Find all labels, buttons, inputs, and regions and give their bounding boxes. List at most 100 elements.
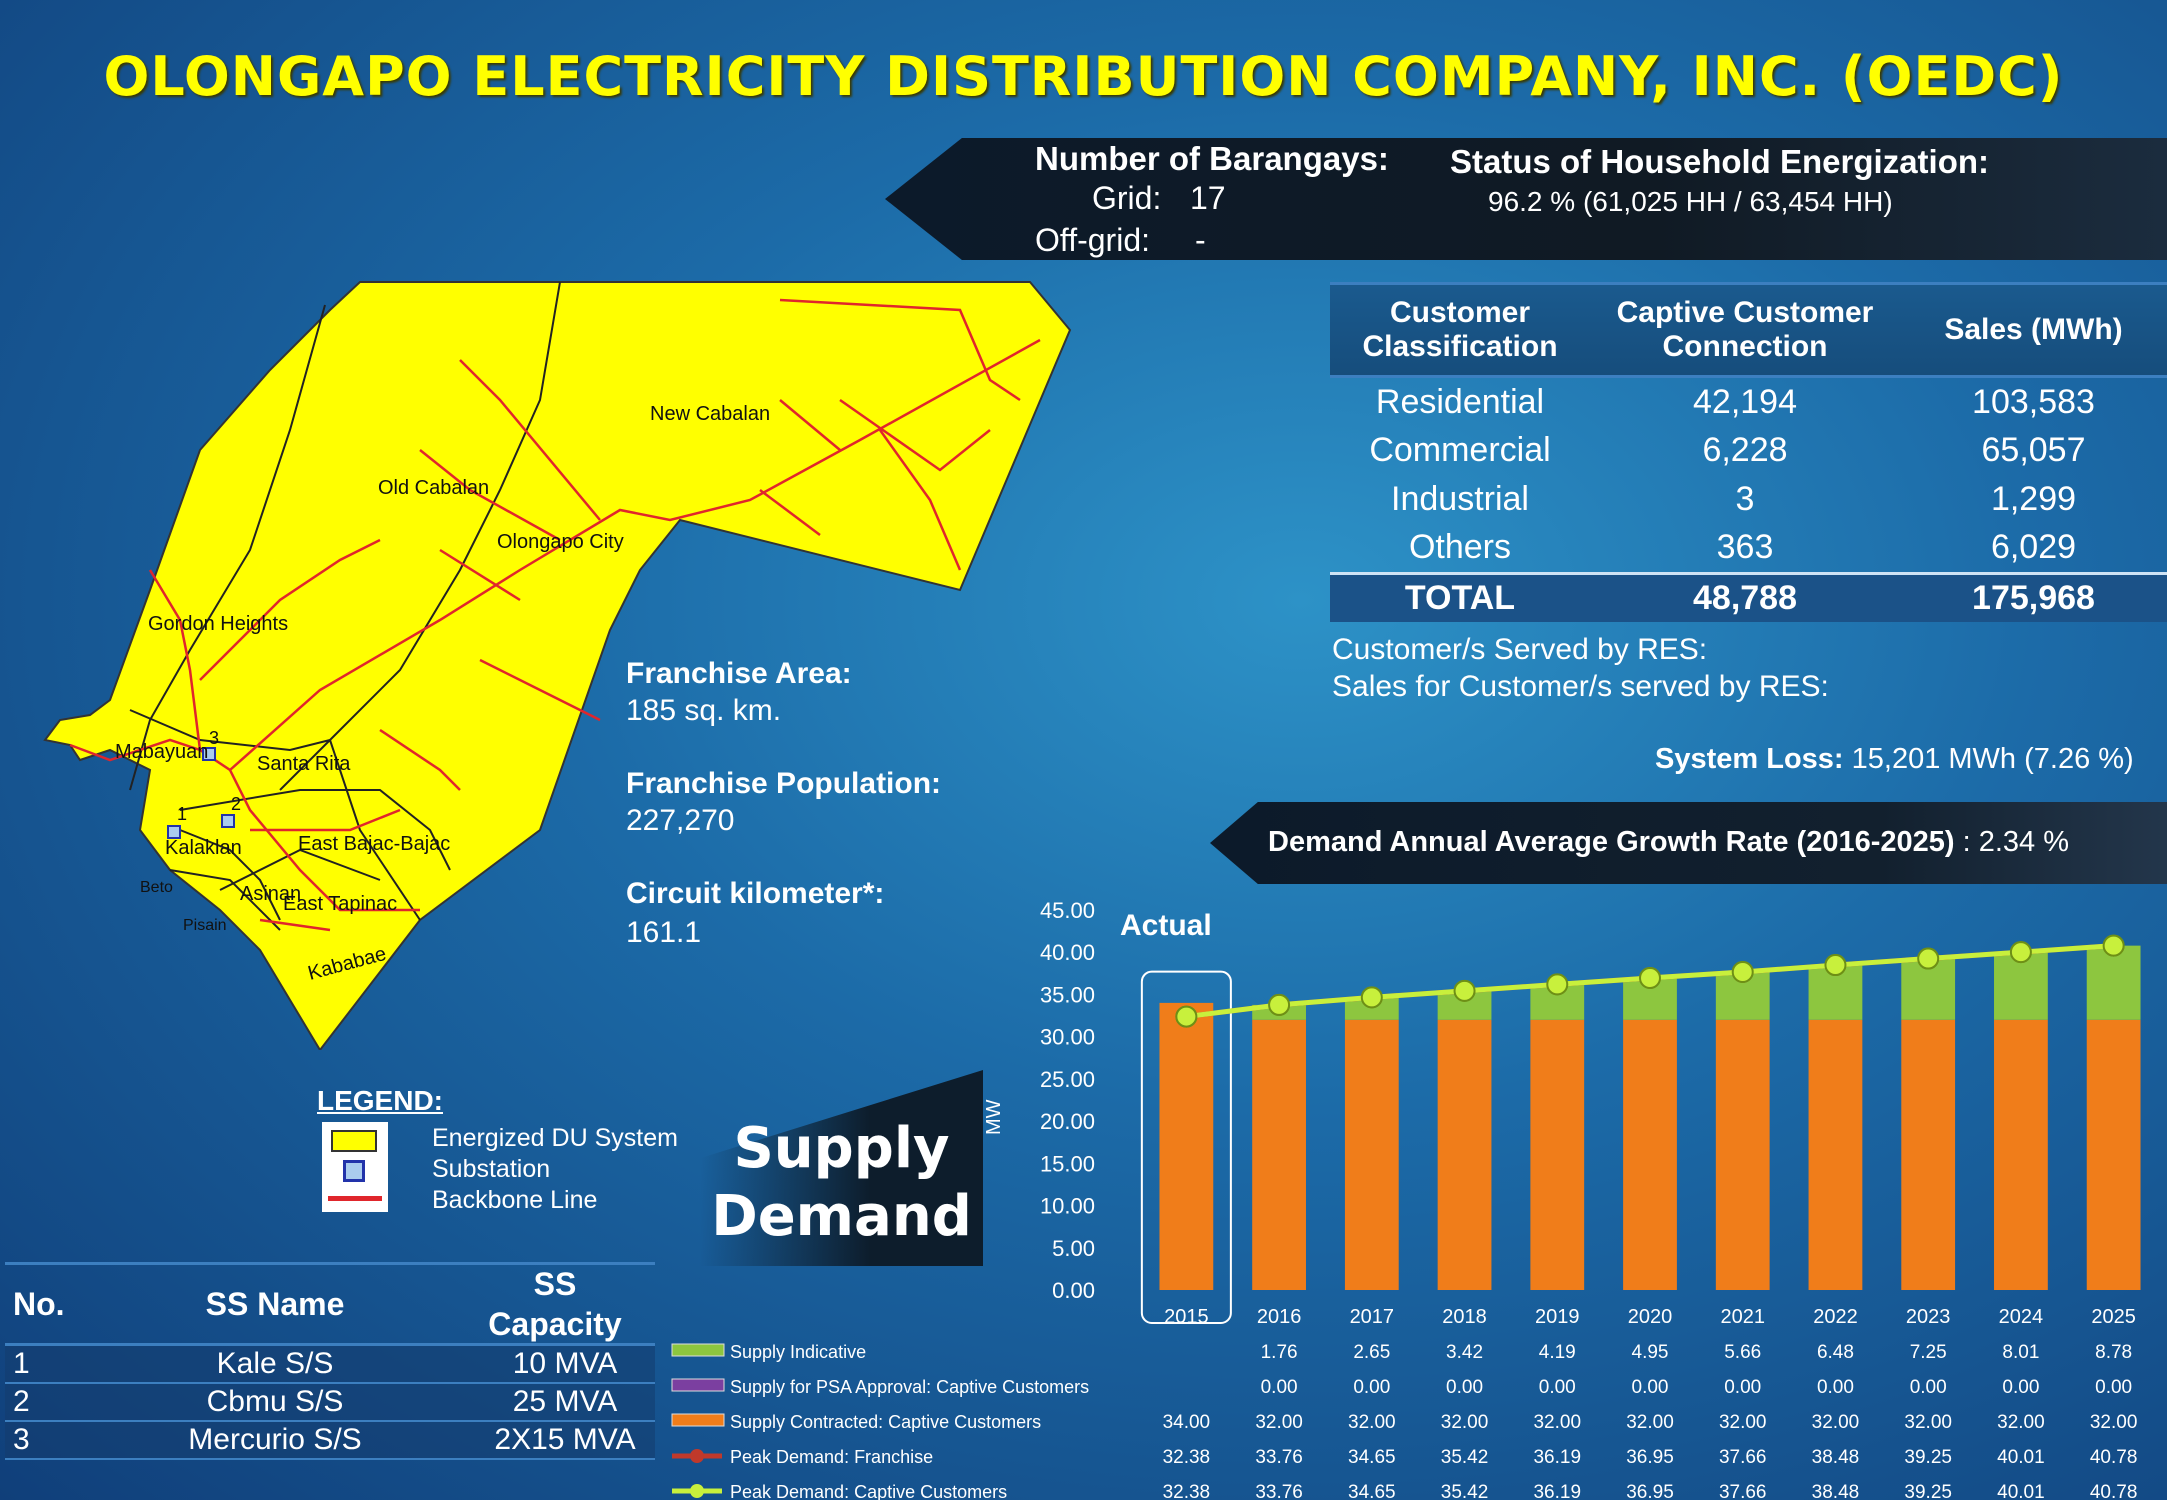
- data-label: 32.00: [1441, 1412, 1489, 1433]
- data-label: 3.42: [1446, 1342, 1483, 1363]
- x-tick-label: 2024: [1999, 1306, 2044, 1328]
- data-label: 32.00: [1348, 1412, 1396, 1433]
- data-label: 32.38: [1163, 1482, 1211, 1500]
- info-banner: [885, 138, 2167, 260]
- y-tick-label: 25.00: [1040, 1067, 1095, 1092]
- line-point: [1731, 960, 1754, 983]
- row-classification: Residential: [1375, 382, 1545, 421]
- y-tick-label: 5.00: [1052, 1236, 1095, 1261]
- bar-segment: [1623, 1019, 1677, 1290]
- data-label: 0.00: [2002, 1377, 2039, 1398]
- map-label: East Bajac-Bajac: [298, 833, 450, 855]
- header-ss-name: SS Name: [205, 1285, 345, 1322]
- data-label: 32.00: [1533, 1412, 1581, 1433]
- legend-key-marker: [690, 1449, 704, 1463]
- bar-segment: [1159, 1002, 1214, 1290]
- map-label: Old Cabalan: [378, 477, 489, 499]
- x-ticks: 2015 2016 2017 2018 2019 2020 2021 2022 2023 2024…: [1164, 1306, 2136, 1328]
- growth-label: Demand Annual Average Growth Rate (2016-…: [1268, 826, 1955, 858]
- map-label: East Tapinac: [283, 893, 397, 915]
- legend-series-name: Peak Demand: Captive Customers: [730, 1482, 1007, 1500]
- y-tick-label: 40.00: [1040, 940, 1095, 965]
- line-point: [1546, 973, 1569, 996]
- data-label: 39.25: [1904, 1482, 1952, 1500]
- page-title: OLONGAPO ELECTRICITY DISTRIBUTION COMPAN…: [103, 45, 2064, 108]
- map-label: Asinan: [240, 883, 301, 905]
- map-label: Kalaklan: [165, 837, 242, 859]
- substation-icon: [202, 747, 216, 761]
- x-tick-label: 2023: [1906, 1306, 1951, 1328]
- table-row: 3 Mercurio S/S 2X15 MVA: [5, 1422, 655, 1460]
- data-label: 1.76: [1261, 1342, 1298, 1363]
- y-tick-label: 30.00: [1040, 1025, 1095, 1050]
- row-ss-name: Kale S/S: [216, 1347, 334, 1380]
- substation-swatch: [343, 1160, 365, 1182]
- supply-demand-line1: Supply: [733, 1116, 950, 1181]
- row-classification: Industrial: [1391, 479, 1529, 518]
- map-label: Santa Rita: [257, 753, 351, 775]
- row-connection: 3: [1735, 479, 1755, 518]
- x-tick-label: 2022: [1813, 1306, 1858, 1328]
- total-label: TOTAL: [1404, 579, 1516, 617]
- grid-value: 17: [1190, 180, 1226, 216]
- legend-key: [671, 1413, 725, 1427]
- row-classification: Commercial: [1369, 431, 1551, 470]
- bar-segment: [1252, 1019, 1306, 1290]
- data-label: 32.00: [2090, 1412, 2138, 1433]
- x-tick-label: 2018: [1442, 1306, 1487, 1328]
- row-connection: 6,228: [1702, 431, 1788, 470]
- franchise-area-label: Franchise Area:: [626, 657, 852, 690]
- franchise-map: New Cabalan Old Cabalan Olongapo City Go…: [43, 281, 1072, 1050]
- x-tick-label: 2016: [1257, 1306, 1302, 1328]
- y-tick-label: 15.00: [1040, 1151, 1095, 1176]
- bar-segment: [1808, 1019, 1863, 1290]
- data-label: 8.01: [2002, 1342, 2039, 1363]
- data-label: 0.00: [1632, 1377, 1669, 1398]
- y-ticks: 0.00 5.00 10.00 15.00 20.00 25.00 30.00 35.00 40…: [1040, 898, 1095, 1303]
- header-classification: Customer Classification: [1362, 296, 1558, 363]
- bar-segment: [2086, 945, 2141, 1020]
- row-no: 2: [13, 1385, 30, 1418]
- lines: [1175, 934, 2125, 1028]
- substation-icon: [221, 814, 235, 828]
- customer-table-header: Customer Classification Captive Customer…: [1330, 282, 2167, 378]
- data-label: 34.00: [1163, 1412, 1211, 1433]
- line-point: [1268, 993, 1291, 1016]
- data-label: 35.42: [1441, 1482, 1489, 1500]
- legend-series-name: Peak Demand: Franchise: [730, 1447, 933, 1467]
- legend-key: [671, 1378, 725, 1392]
- header-connection: Captive Customer Connection: [1616, 296, 1874, 363]
- supply-demand-chart: MW Actual 0.00 5.00 10.00 15.00 20.00 25.00 30…: [671, 898, 2141, 1500]
- system-loss-value: 15,201 MWh (7.26 %): [1851, 743, 2134, 775]
- table-row: Industrial 3 1,299: [1330, 475, 2167, 524]
- data-label: 36.19: [1533, 1447, 1581, 1468]
- map-label: New Cabalan: [650, 403, 770, 425]
- data-label: 34.65: [1348, 1482, 1396, 1500]
- data-label: 7.25: [1910, 1342, 1947, 1363]
- table-row: Others 363 6,029: [1330, 524, 2167, 573]
- offgrid-label: Off-grid:: [1035, 222, 1150, 258]
- x-tick-label: 2017: [1350, 1306, 1395, 1328]
- growth-value: : 2.34 %: [1962, 826, 2070, 858]
- data-label: 0.00: [1817, 1377, 1854, 1398]
- y-tick-label: 20.00: [1040, 1109, 1095, 1134]
- row-sales: 65,057: [1981, 431, 2086, 470]
- line-point: [1175, 1005, 1198, 1028]
- map-label: Olongapo City: [497, 531, 624, 553]
- row-connection: 363: [1716, 528, 1774, 567]
- map-labels: New Cabalan Old Cabalan Olongapo City Go…: [115, 403, 770, 985]
- data-label: 32.38: [1163, 1447, 1211, 1468]
- barangays-heading: Number of Barangays:: [1035, 140, 1389, 177]
- data-label: 6.48: [1817, 1342, 1854, 1363]
- x-tick-label: 2015: [1164, 1306, 1209, 1328]
- data-label: 32.00: [1626, 1412, 1674, 1433]
- energization-heading: Status of Household Energization:: [1450, 143, 1990, 180]
- data-label: 36.19: [1533, 1482, 1581, 1500]
- data-label: 33.76: [1255, 1447, 1303, 1468]
- supply-demand-heading: Supply Demand: [700, 1115, 983, 1251]
- map-label: Beto: [140, 879, 173, 896]
- data-label: 35.42: [1441, 1447, 1489, 1468]
- line-point: [2009, 941, 2032, 964]
- total-connection: 48,788: [1693, 579, 1797, 617]
- legend-series-name: Supply for PSA Approval: Captive Custome…: [730, 1377, 1089, 1397]
